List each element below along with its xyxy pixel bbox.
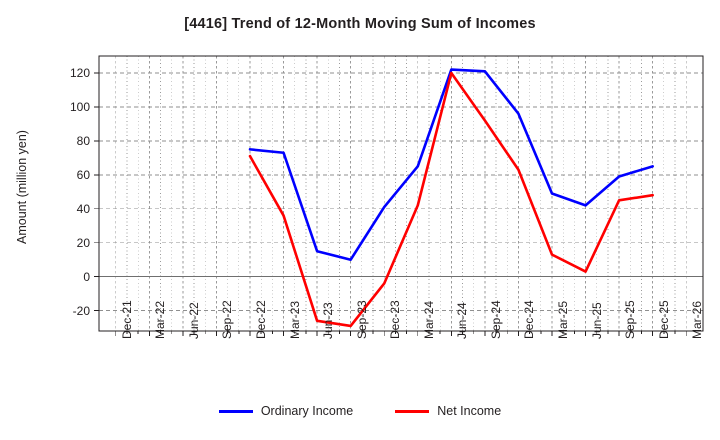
x-tick-label: Dec-24 [522, 300, 537, 339]
y-tick-label: 40 [76, 201, 90, 216]
x-tick-label: Mar-25 [556, 300, 570, 339]
x-tick-label: Sep-24 [488, 300, 503, 339]
y-tick-label: 100 [69, 99, 90, 114]
x-tick-label: Sep-23 [354, 300, 369, 339]
y-tick-label: 60 [76, 167, 90, 182]
x-tick-label: Sep-25 [623, 300, 638, 339]
x-tick-label: Jun-23 [321, 302, 336, 339]
x-tick-label: Mar-23 [287, 300, 302, 339]
legend-item[interactable]: Ordinary Income [218, 404, 354, 418]
series-line-ordinary-income [248, 68, 654, 262]
x-tick-label: Dec-22 [254, 300, 268, 339]
y-tick-label: 20 [76, 235, 90, 250]
x-tick-label: Dec-23 [388, 300, 403, 339]
x-tick-label: Mar-26 [690, 300, 705, 339]
x-tick-label: Jun-24 [455, 302, 470, 339]
legend-label: Net Income [437, 404, 502, 418]
chart-title: [4416] Trend of 12-Month Moving Sum of I… [184, 16, 536, 32]
legend-label: Ordinary Income [260, 404, 354, 418]
x-tick-label: Jun-22 [186, 302, 201, 339]
y-tick-label: 0 [83, 269, 90, 284]
legend-item[interactable]: Net Income [395, 404, 501, 418]
y-tick-label: 80 [76, 133, 90, 148]
series-line-net-income [248, 71, 654, 328]
legend-line-swatch-icon [395, 409, 430, 413]
x-tick-label: Sep-22 [220, 300, 235, 339]
x-tick-label: Mar-24 [421, 300, 436, 339]
y-tick-label: 120 [69, 65, 90, 80]
y-tick-label: -20 [72, 303, 90, 318]
x-tick-label: Dec-25 [656, 300, 671, 339]
x-tick-label: Jun-25 [589, 302, 604, 339]
x-tick-label: Dec-21 [119, 300, 134, 339]
legend-line-swatch-icon [218, 409, 253, 413]
chart-legend: Ordinary Income Net Income [0, 404, 720, 418]
x-tick-label: Mar-22 [153, 300, 168, 339]
